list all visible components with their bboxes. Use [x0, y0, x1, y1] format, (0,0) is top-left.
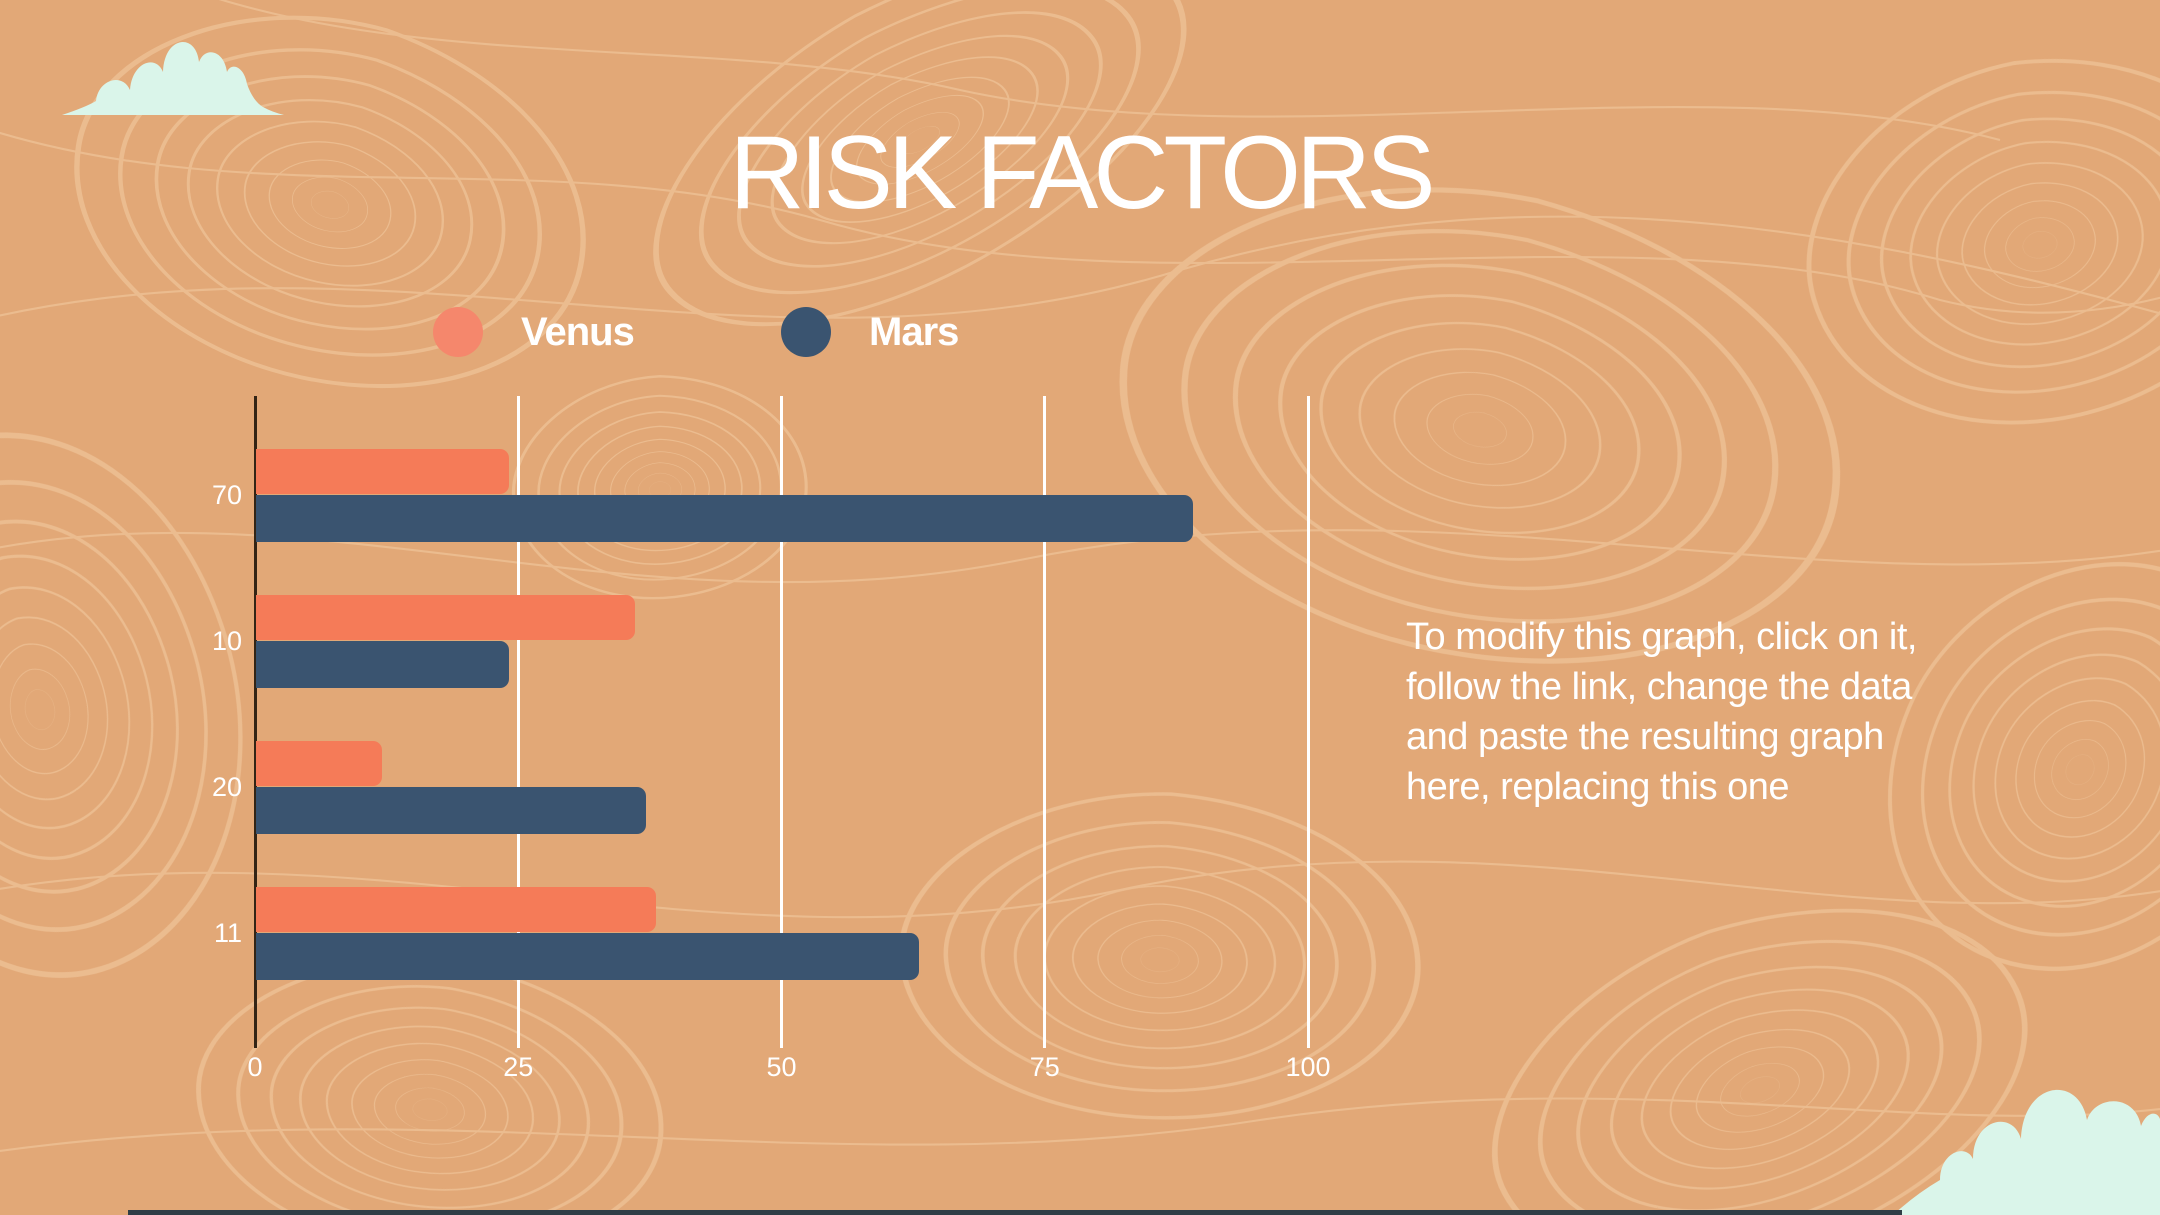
y-axis-line: [253, 396, 257, 1048]
legend-item-mars: Mars: [781, 307, 959, 357]
x-tick-label-25: 25: [503, 1052, 534, 1082]
category-label-11: 11: [213, 918, 242, 948]
note-line: To modify this graph, click on it,: [1406, 616, 1918, 658]
slide-title: RISK FACTORS: [729, 115, 1436, 231]
bar-venus-cat20: [256, 741, 382, 786]
bar-mars-cat70: [256, 495, 1193, 542]
bar-mars-cat10: [256, 641, 509, 688]
x-tick-label-75: 75: [1029, 1052, 1060, 1082]
gridline-50: [780, 396, 783, 1048]
x-tick-label-0: 0: [247, 1052, 263, 1082]
bar-mars-cat11: [256, 933, 919, 980]
bar-venus-cat11: [256, 887, 656, 932]
note-line: and paste the resulting graph: [1406, 716, 1884, 758]
gridline-25: [516, 396, 520, 1048]
bottom-edge-strip: [128, 1210, 1902, 1215]
bar-mars-cat20: [256, 787, 646, 834]
gridline-75: [1043, 396, 1047, 1048]
bar-venus-cat10: [256, 595, 635, 640]
legend-item-venus: Venus: [433, 307, 635, 357]
legend-dot-mars: [781, 307, 831, 357]
x-tick-label-100: 100: [1285, 1052, 1331, 1082]
legend-label-venus: Venus: [521, 310, 635, 354]
legend-dot-venus: [433, 307, 483, 357]
note-line: here, replacing this one: [1406, 766, 1790, 808]
bar-venus-cat70: [256, 449, 509, 494]
legend-label-mars: Mars: [869, 310, 959, 354]
category-label-70: 70: [211, 480, 242, 510]
category-label-10: 10: [211, 626, 242, 656]
x-tick-label-50: 50: [766, 1052, 797, 1082]
gridline-100: [1306, 396, 1310, 1048]
note-text: To modify this graph, click on it, follo…: [1406, 612, 2026, 812]
category-label-20: 20: [211, 772, 242, 802]
note-line: follow the link, change the data: [1406, 666, 1912, 708]
